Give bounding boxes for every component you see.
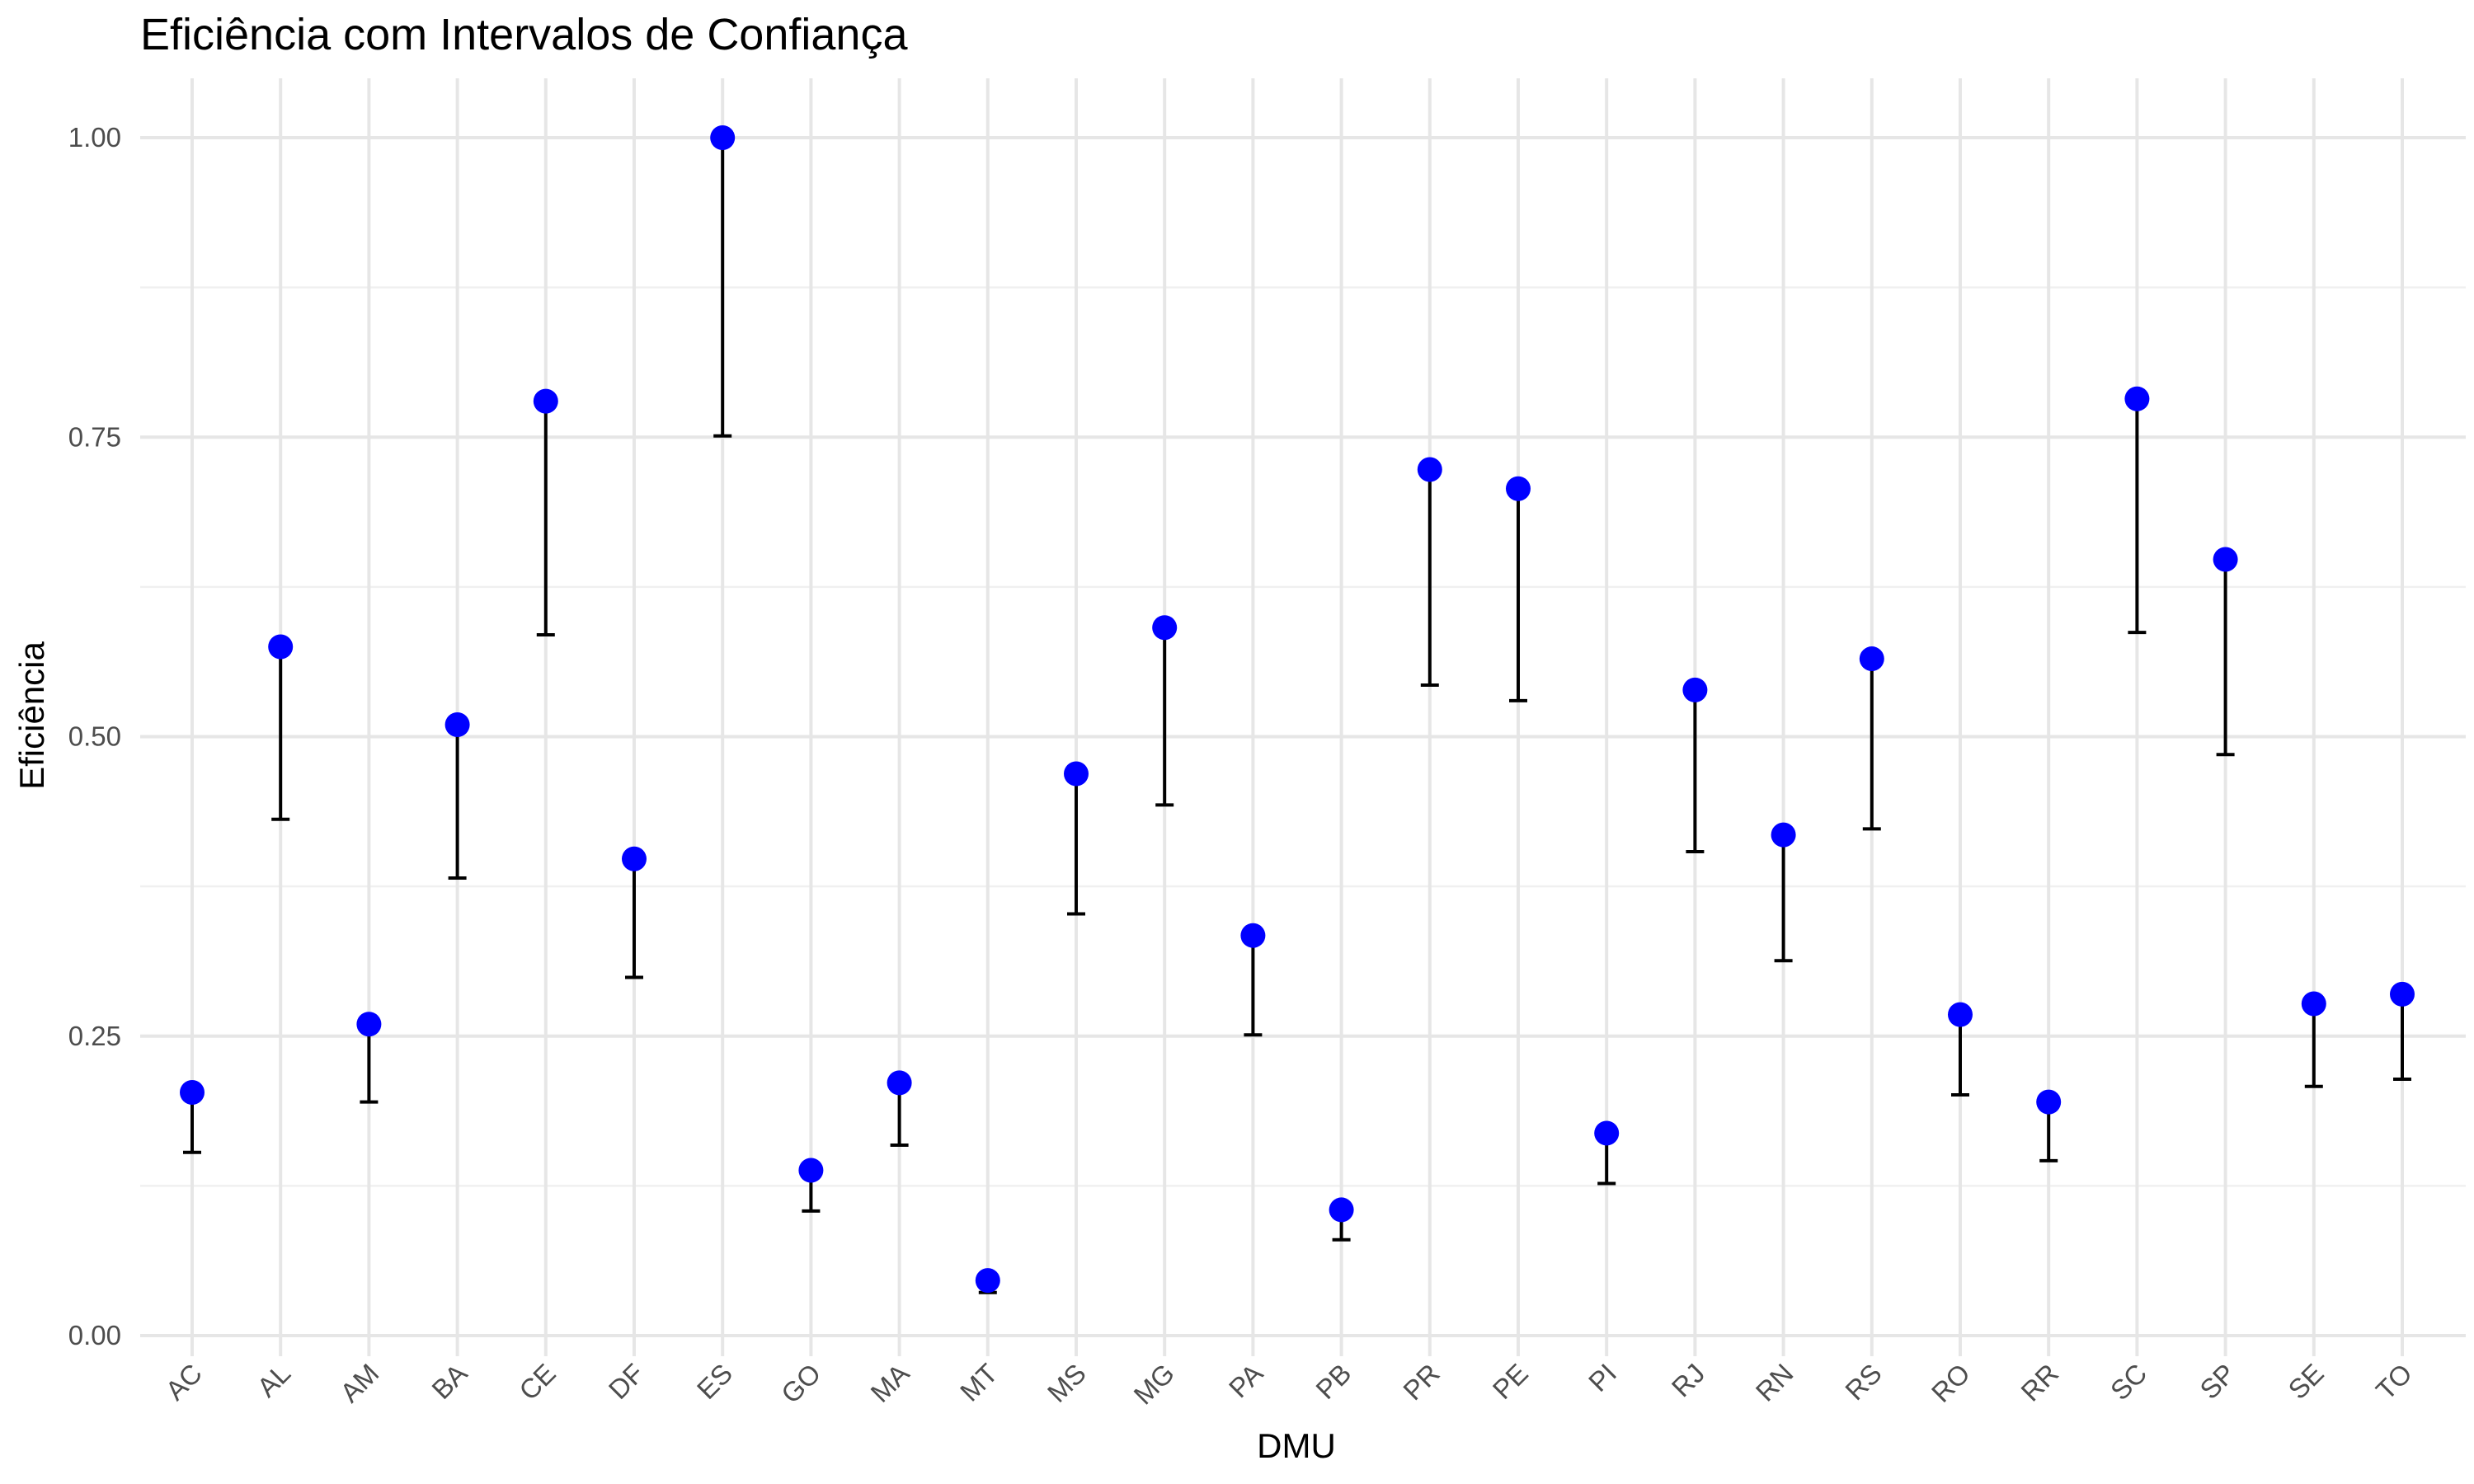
data-point: [2124, 386, 2150, 411]
x-tick-label: DF: [603, 1358, 650, 1405]
data-point: [1506, 476, 1531, 501]
y-tick-label: 0.75: [68, 421, 121, 452]
data-point: [1240, 923, 1266, 948]
data-point: [1859, 646, 1884, 672]
x-tick-label: PA: [1223, 1358, 1269, 1404]
x-tick-label: PR: [1397, 1358, 1446, 1407]
data-point: [356, 1012, 382, 1037]
data-point: [2036, 1089, 2062, 1115]
y-axis-title: Eficiência: [12, 641, 51, 789]
x-tick-label: SC: [2105, 1358, 2153, 1407]
data-point: [1152, 615, 1178, 641]
y-tick-label: 0.00: [68, 1320, 121, 1350]
data-point: [1329, 1197, 1354, 1223]
x-tick-label: CE: [513, 1358, 562, 1407]
data-point: [1771, 822, 1796, 848]
data-point: [533, 388, 558, 414]
data-point: [2213, 547, 2238, 572]
x-tick-label: MA: [864, 1358, 915, 1408]
data-point: [2390, 981, 2415, 1007]
x-tick-label: PB: [1310, 1358, 1357, 1405]
data-point: [444, 711, 470, 737]
error-bars: [183, 136, 2411, 1294]
x-tick-label: RO: [1926, 1358, 1976, 1408]
x-tick-label: AM: [334, 1358, 384, 1408]
x-tick-label: RR: [2015, 1358, 2064, 1407]
data-point: [1594, 1120, 1620, 1146]
x-tick-label: RN: [1750, 1358, 1799, 1407]
x-tick-label: SP: [2194, 1358, 2241, 1405]
x-tick-label: AC: [159, 1358, 208, 1407]
data-point: [887, 1070, 912, 1096]
x-tick-label: BA: [426, 1358, 473, 1405]
x-axis-title: DMU: [1257, 1426, 1336, 1465]
y-tick-label: 0.25: [68, 1021, 121, 1051]
data-point: [1948, 1002, 1973, 1027]
data-points: [180, 125, 2415, 1294]
data-point: [180, 1080, 205, 1106]
data-point: [2301, 991, 2326, 1017]
x-tick-label: RJ: [1666, 1358, 1711, 1403]
data-point: [710, 125, 736, 150]
data-point: [1064, 761, 1089, 787]
y-tick-labels: 0.00 0.25 0.50 0.75 1.00: [68, 122, 121, 1350]
data-point: [268, 634, 294, 660]
data-point: [798, 1158, 824, 1183]
x-tick-label: GO: [775, 1358, 826, 1409]
x-tick-label: MG: [1127, 1358, 1180, 1411]
x-tick-labels: AC AL AM BA CE DF ES GO MA MT MS MG PA PB PR PE PI RJ RN RS…: [159, 1358, 2418, 1411]
x-tick-label: PI: [1583, 1358, 1622, 1397]
data-point: [1682, 677, 1708, 702]
data-point: [1417, 457, 1442, 482]
x-tick-label: AL: [251, 1358, 296, 1403]
x-tick-label: PE: [1487, 1358, 1534, 1405]
x-tick-label: ES: [691, 1358, 738, 1405]
x-tick-label: RS: [1839, 1358, 1888, 1407]
data-point: [975, 1268, 1000, 1294]
y-tick-label: 0.50: [68, 721, 121, 752]
chart-title: Eficiência com Intervalos de Confiança: [140, 10, 908, 59]
x-tick-label: MT: [954, 1358, 1004, 1407]
x-tick-label: TO: [2370, 1358, 2418, 1406]
x-tick-label: MS: [1042, 1358, 1092, 1408]
data-point: [622, 846, 647, 871]
x-tick-label: SE: [2282, 1358, 2329, 1405]
grid: [140, 78, 2466, 1356]
y-tick-label: 1.00: [68, 122, 121, 153]
